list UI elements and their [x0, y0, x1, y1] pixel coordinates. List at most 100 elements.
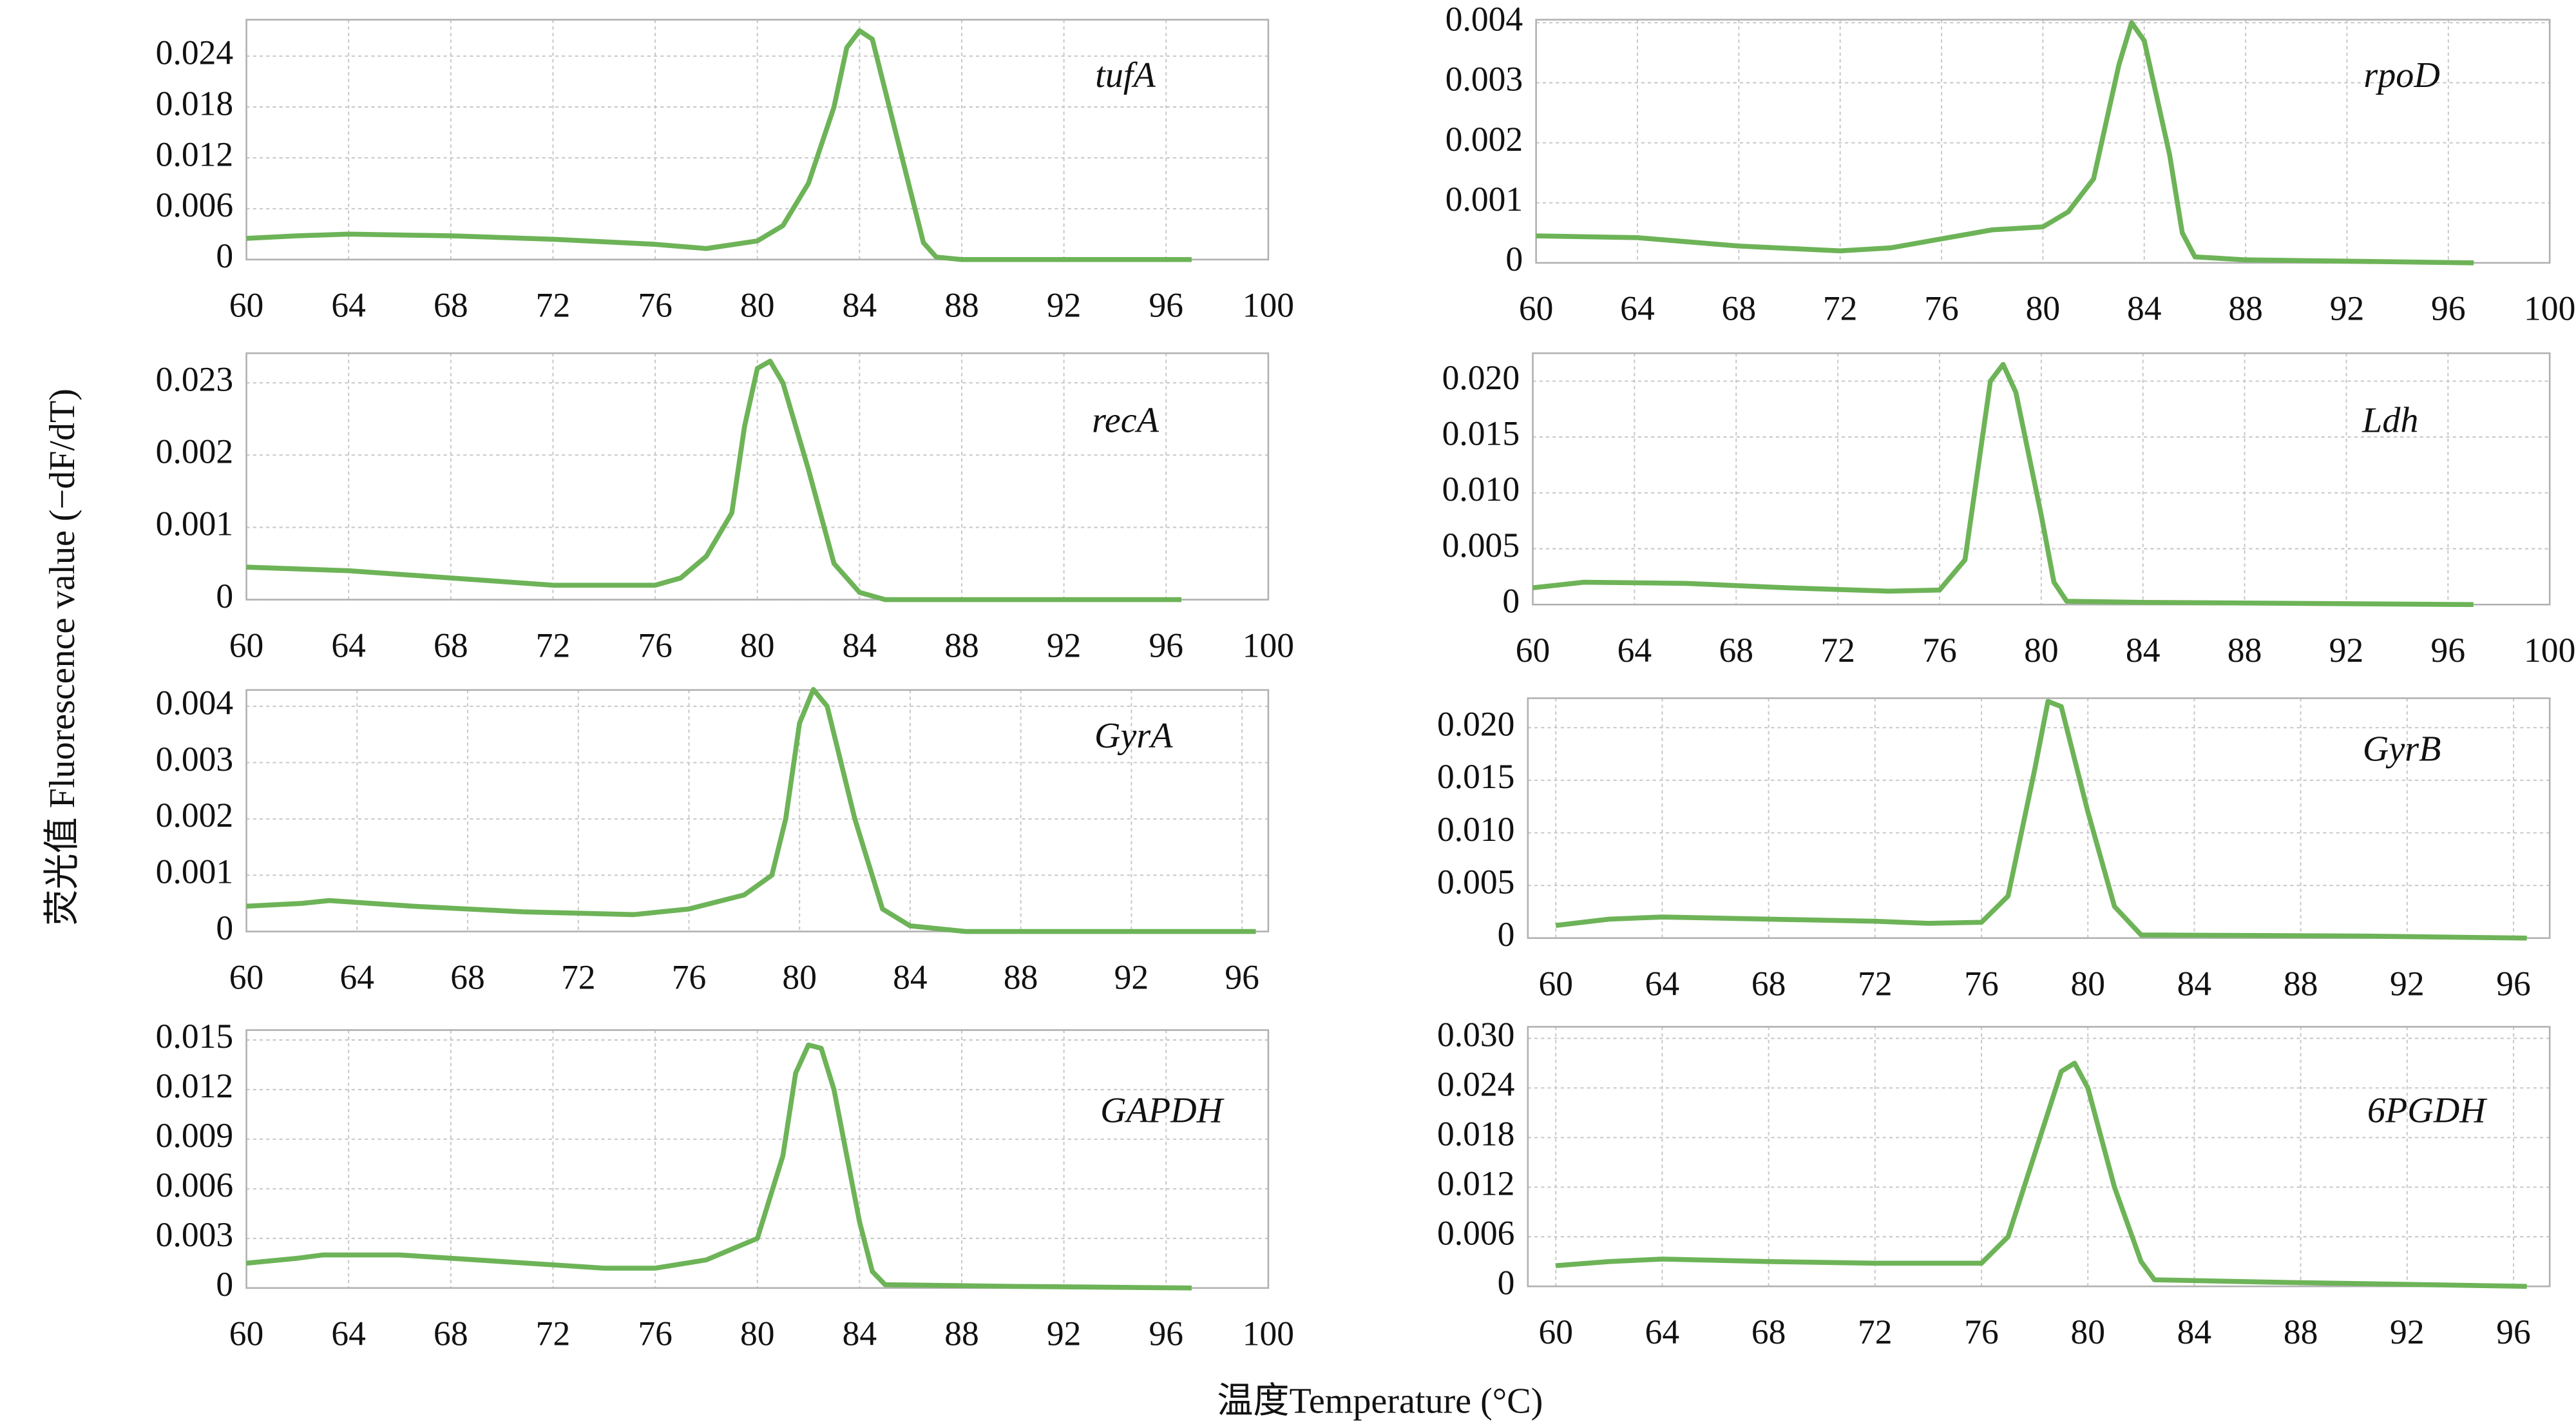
x-tick-label: 100	[1243, 626, 1294, 664]
y-tick-label: 0	[1498, 915, 1515, 954]
x-tick-label: 88	[944, 286, 979, 325]
gene-label: recA	[1092, 401, 1159, 441]
y-tick-label: 0.015	[156, 1017, 233, 1055]
plot-frame	[1527, 697, 2551, 939]
melt-curve	[246, 687, 1256, 934]
panel: 60 64 68 72 76 80 84 88 92 96 100 0 0.001 0.002 0.023 r…	[156, 352, 1294, 664]
x-tick-label: 84	[2127, 289, 2162, 328]
x-tick-label: 72	[561, 958, 596, 996]
x-tick-label: 64	[1645, 1313, 1680, 1351]
y-tick-label: 0.018	[1437, 1115, 1514, 1153]
y-tick-label: 0	[1498, 1264, 1515, 1302]
y-tick-label: 0.024	[156, 33, 233, 72]
x-tick-label: 96	[1149, 286, 1183, 325]
x-tick-label: 96	[2496, 965, 2531, 1003]
melt-curve	[1555, 1061, 2527, 1289]
y-tick-label: 0.003	[156, 1215, 233, 1254]
x-tick-label: 72	[1823, 289, 1858, 328]
x-tick-label: 60	[1538, 965, 1573, 1003]
panel: 60 64 68 72 76 80 84 88 92 96 100 0 0.003 0.006 0.009 0…	[156, 1017, 1294, 1353]
x-tick-label: 72	[536, 1315, 571, 1353]
x-tick-label: 60	[229, 626, 264, 664]
melt-curve	[1532, 361, 2474, 608]
x-tick-label: 76	[638, 286, 673, 325]
x-tick-label: 100	[1243, 1315, 1294, 1353]
melt-curve	[246, 358, 1182, 602]
x-tick-label: 84	[2126, 631, 2161, 670]
y-tick-label: 0.003	[1445, 60, 1523, 99]
gene-label: GyrA	[1094, 716, 1173, 756]
gene-label: 6PGDH	[2367, 1090, 2488, 1130]
gene-label: Ldh	[2361, 401, 2418, 441]
x-tick-label: 72	[536, 626, 571, 664]
plot-frame	[1535, 19, 2551, 264]
melt-curve	[1536, 20, 2474, 265]
x-tick-label: 68	[1751, 1313, 1786, 1351]
x-tick-label: 92	[1047, 626, 1082, 664]
plot-frame	[1527, 1026, 2551, 1287]
x-tick-label: 68	[450, 958, 485, 996]
melt-curve	[1555, 699, 2527, 941]
y-tick-label: 0.002	[1445, 120, 1523, 159]
panel: 60 64 68 72 76 80 84 88 92 96 100 0 0.006 0.012 0.018 0…	[156, 19, 1294, 325]
x-tick-label: 60	[1516, 631, 1550, 670]
x-tick-label: 96	[2431, 631, 2466, 670]
x-tick-label: 96	[1149, 1315, 1183, 1353]
y-tick-label: 0.030	[1437, 1016, 1514, 1054]
x-tick-label: 100	[1243, 286, 1294, 325]
y-tick-label: 0.001	[156, 853, 233, 891]
x-tick-label: 92	[2390, 965, 2425, 1003]
x-tick-label: 84	[2177, 965, 2212, 1003]
x-tick-label: 88	[2284, 1313, 2318, 1351]
gene-label: tufA	[1095, 55, 1156, 95]
x-tick-label: 80	[2070, 1313, 2105, 1351]
x-tick-label: 92	[2330, 289, 2365, 328]
y-axis-label: 荧光值 Fluorescence value (−dF/dT)	[43, 389, 82, 926]
panel: 60 64 68 72 76 80 84 88 92 96 0 0.006 0.012 0.018 0.02…	[1437, 1016, 2551, 1351]
x-tick-label: 68	[1751, 965, 1786, 1003]
y-tick-label: 0.020	[1442, 358, 1520, 397]
y-tick-label: 0.002	[156, 432, 233, 471]
y-tick-label: 0.003	[156, 740, 233, 778]
x-tick-label: 100	[2524, 631, 2575, 670]
x-tick-label: 92	[2390, 1313, 2425, 1351]
x-tick-label: 64	[1617, 631, 1652, 670]
x-tick-label: 76	[1924, 289, 1959, 328]
y-tick-label: 0.006	[156, 1166, 233, 1204]
panel: 60 64 68 72 76 80 84 88 92 96 0 0.001 0.002 0.003 0.00…	[156, 683, 1270, 996]
y-tick-label: 0.006	[1437, 1214, 1514, 1253]
x-tick-label: 84	[893, 958, 928, 996]
y-tick-label: 0.024	[1437, 1065, 1514, 1104]
y-tick-label: 0.015	[1442, 414, 1520, 452]
x-tick-label: 96	[1225, 958, 1259, 996]
y-tick-label: 0.015	[1437, 757, 1514, 796]
x-tick-label: 60	[229, 286, 264, 325]
x-tick-label: 76	[1964, 1313, 1999, 1351]
x-tick-label: 96	[1149, 626, 1183, 664]
x-tick-label: 76	[1964, 965, 1999, 1003]
x-tick-label: 72	[1820, 631, 1855, 670]
plot-frame	[245, 19, 1270, 261]
x-tick-label: 88	[2228, 631, 2262, 670]
x-tick-label: 64	[1620, 289, 1655, 328]
x-tick-label: 76	[672, 958, 707, 996]
melt-curve	[246, 28, 1192, 262]
y-tick-label: 0.005	[1437, 862, 1514, 901]
y-tick-label: 0.012	[1437, 1164, 1514, 1203]
x-tick-label: 80	[740, 286, 775, 325]
x-tick-label: 84	[843, 1315, 877, 1353]
y-tick-label: 0.005	[1442, 526, 1520, 564]
y-tick-label: 0	[216, 1265, 233, 1304]
y-tick-label: 0	[1502, 582, 1520, 621]
panel: 60 64 68 72 76 80 84 88 92 96 100 0 0.005 0.010 0.015 0…	[1442, 352, 2575, 670]
x-tick-label: 68	[434, 286, 468, 325]
x-tick-label: 60	[229, 958, 264, 996]
x-tick-label: 76	[638, 1315, 673, 1353]
x-tick-label: 60	[1538, 1313, 1573, 1351]
y-tick-label: 0	[1505, 240, 1523, 278]
x-tick-label: 92	[2329, 631, 2364, 670]
x-tick-label: 92	[1047, 1315, 1082, 1353]
x-tick-label: 64	[331, 1315, 366, 1353]
x-tick-label: 96	[2496, 1313, 2531, 1351]
